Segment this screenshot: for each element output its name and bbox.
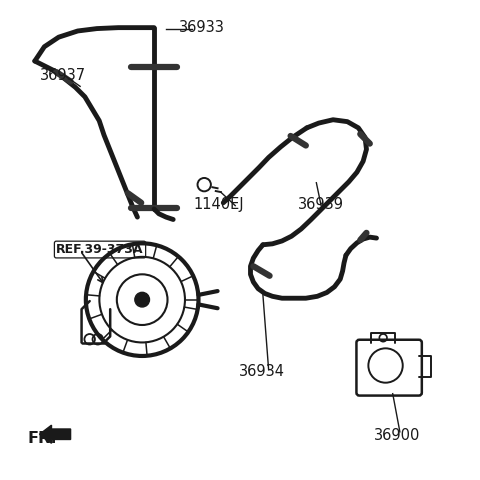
Text: 36933: 36933	[179, 20, 225, 35]
Text: FR.: FR.	[28, 431, 57, 445]
Text: 36937: 36937	[40, 68, 86, 83]
Text: REF.39-373A: REF.39-373A	[56, 243, 144, 256]
Text: 36900: 36900	[374, 428, 420, 443]
FancyArrow shape	[39, 425, 71, 444]
Text: 1140EJ: 1140EJ	[193, 197, 244, 212]
Circle shape	[135, 292, 149, 307]
Text: 36934: 36934	[239, 364, 285, 379]
Text: 36939: 36939	[298, 197, 344, 212]
